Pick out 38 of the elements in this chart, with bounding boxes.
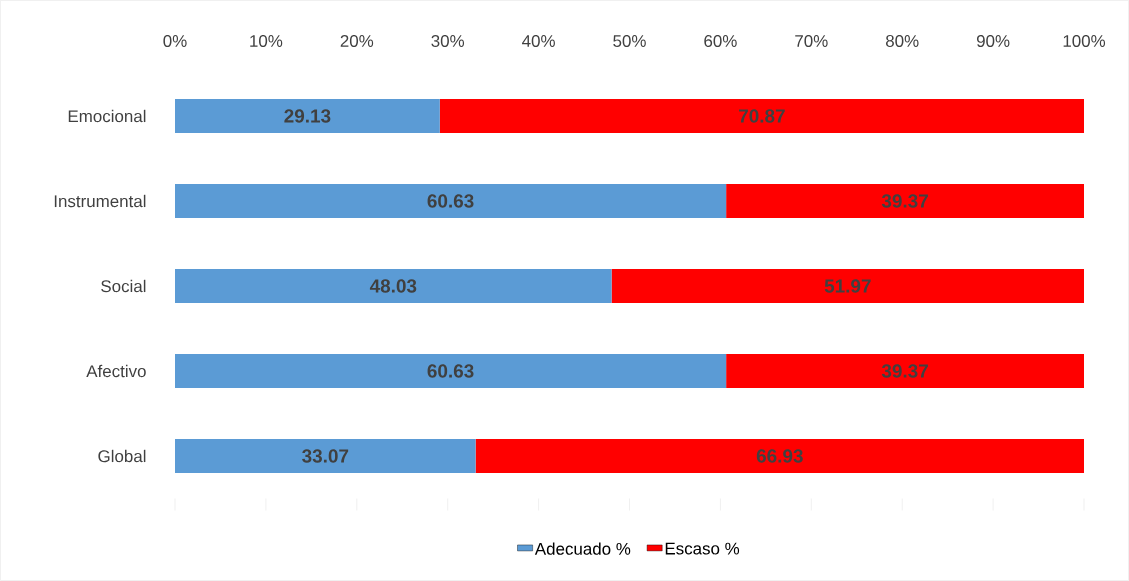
x-tick-label: 30%: [431, 35, 465, 47]
data-label: 60.63: [427, 364, 474, 378]
legend-label: Adecuado %: [534, 542, 631, 555]
y-tick-label: Emocional: [68, 109, 146, 123]
y-tick-label: Social: [101, 279, 146, 293]
x-tick-label: 10%: [250, 35, 283, 47]
x-tick-label: 90%: [976, 35, 1010, 47]
bar: [175, 439, 476, 473]
x-tick-label: 0%: [163, 35, 187, 47]
x-tick-label: 20%: [340, 35, 374, 47]
data-label: 51.97: [824, 279, 871, 293]
x-tick-label: 100%: [1063, 35, 1106, 47]
legend-label: Escaso %: [665, 542, 740, 555]
data-label: 39.37: [881, 194, 928, 208]
bar: [175, 354, 727, 388]
bar: [726, 184, 1085, 218]
data-label: 70.87: [739, 109, 785, 123]
y-tick-label: Instrumental: [54, 194, 146, 208]
bar: [475, 439, 1085, 473]
y-tick-label: Afectivo: [86, 364, 146, 378]
bar: [439, 99, 1085, 133]
data-label: 48.03: [369, 279, 417, 293]
bar: [726, 354, 1085, 388]
x-tick-label: 60%: [704, 35, 737, 47]
x-tick-label: 80%: [885, 35, 919, 47]
bar: [175, 269, 612, 303]
data-label: 60.63: [427, 194, 474, 208]
x-tick-label: 50%: [613, 35, 646, 47]
data-label: 39.37: [881, 364, 928, 378]
data-label: 29.13: [284, 109, 331, 123]
x-tick-label: 70%: [795, 35, 828, 47]
bar: [175, 99, 440, 133]
bar: [175, 184, 727, 218]
data-label: 66.93: [756, 449, 803, 463]
y-tick-label: Global: [98, 449, 146, 463]
bar: [611, 269, 1085, 303]
data-label: 33.07: [302, 449, 349, 463]
x-tick-label: 40%: [522, 35, 555, 47]
